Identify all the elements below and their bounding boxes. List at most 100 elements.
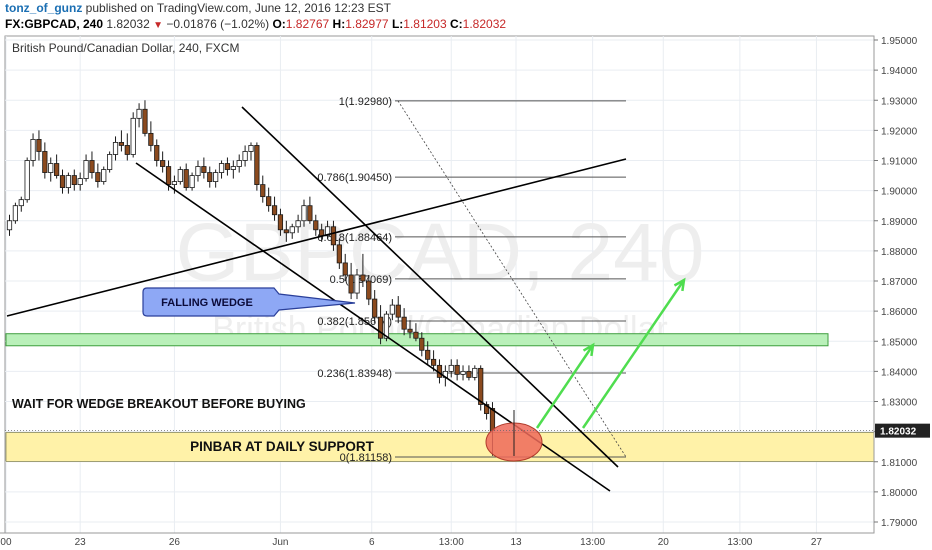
fib-label: 1(1.92980) [339, 96, 392, 108]
candle [460, 370, 466, 375]
close-value: 1.82032 [462, 17, 507, 31]
candle [407, 328, 413, 333]
candle [430, 358, 437, 366]
candle [207, 172, 213, 182]
y-tick-label: 1.83000 [881, 398, 918, 409]
candle [201, 166, 207, 173]
author-link[interactable]: tonz_of_gunz [5, 1, 83, 15]
candle [48, 163, 54, 173]
wedge-upper-line [241, 106, 619, 468]
candle [395, 304, 401, 318]
candle [148, 132, 154, 146]
candle [336, 244, 342, 264]
candle [301, 205, 307, 222]
candle [65, 175, 71, 189]
fib-label: 0.236(1.83948) [317, 368, 392, 380]
x-tick-label: 23 [75, 537, 87, 548]
low-label: L: [391, 17, 404, 31]
close-label: C: [450, 17, 463, 31]
y-tick-label: 1.81000 [881, 458, 918, 469]
falling-wedge-label: FALLING WEDGE [161, 297, 253, 309]
candle [413, 331, 419, 339]
y-tick-label: 1.94000 [881, 66, 918, 77]
breakout-arrow-short [535, 342, 595, 429]
candle [389, 304, 395, 315]
candle [242, 151, 248, 161]
candle [248, 145, 254, 152]
candle [266, 196, 272, 207]
arrow-shaft [581, 279, 686, 429]
price-axis [874, 36, 932, 533]
candle [12, 205, 18, 222]
fib-label: 0(1.81158) [340, 452, 392, 464]
candle [30, 139, 36, 161]
x-tick-label: 6 [369, 537, 375, 548]
candle [295, 220, 301, 228]
arrow-shaft [535, 344, 595, 429]
y-tick-label: 1.90000 [881, 187, 918, 198]
candle [130, 117, 136, 155]
symbol-label: FX:GBPCAD, 240 [5, 17, 104, 31]
candle [54, 163, 60, 176]
candle [224, 163, 231, 170]
candle [307, 205, 313, 222]
candle [230, 166, 236, 170]
down-triangle-icon: ▼ [153, 20, 164, 31]
candle [183, 169, 189, 189]
pinbar-text: PINBAR AT DAILY SUPPORT [190, 439, 375, 454]
candle [36, 139, 42, 152]
candle [313, 220, 319, 231]
candle [372, 298, 378, 318]
y-tick-label: 1.93000 [881, 96, 918, 107]
x-tick-label: 13:00 [580, 537, 605, 548]
current-price-label: 1.82032 [880, 427, 917, 438]
candle [260, 184, 266, 198]
x-tick-label: 13 [510, 537, 522, 548]
candle [348, 274, 354, 294]
candle [366, 280, 372, 300]
arrow-head [673, 277, 686, 292]
high-label: H: [332, 17, 346, 31]
y-tick-label: 1.85000 [881, 337, 918, 348]
candle [154, 145, 160, 161]
low-value: 1.81203 [403, 17, 447, 31]
candle [95, 172, 101, 182]
candle [218, 163, 225, 173]
y-tick-label: 1.87000 [881, 277, 918, 288]
candle [319, 229, 325, 237]
candle [6, 220, 13, 231]
candle [136, 108, 142, 119]
x-tick-label: 13:00 [439, 537, 464, 548]
last-price: 1.82032 [106, 17, 150, 31]
rising-trend-line [6, 158, 627, 317]
fib-label: 0.382(1.85674) [317, 316, 392, 328]
falling-wedge-callout [142, 287, 356, 317]
chart-title: British Pound/Canadian Dollar, 240, FXCM [12, 41, 239, 55]
candle [483, 404, 490, 414]
watermark-symbol: GBPCAD, 240 [176, 207, 705, 298]
candle [466, 370, 472, 378]
candle [330, 226, 337, 246]
price-chart[interactable]: GBPCAD, 240 British Pound/Canadian Dollar… [0, 34, 932, 550]
y-tick-label: 1.80000 [881, 488, 918, 499]
ohlc-bar: FX:GBPCAD, 240 1.82032 ▼ −0.01876 (−1.02… [5, 17, 506, 31]
candle [478, 367, 484, 405]
x-tick-label: 20 [658, 537, 670, 548]
y-tick-label: 1.91000 [881, 157, 918, 168]
candle [419, 337, 425, 351]
publish-info: tonz_of_gunz published on TradingView.co… [5, 1, 391, 15]
candle [101, 169, 107, 182]
x-tick-label: 26 [169, 537, 181, 548]
x-tick-label: 00 [0, 537, 12, 548]
candle [118, 142, 125, 146]
candle [254, 145, 260, 185]
candle [342, 262, 348, 276]
y-tick-label: 1.89000 [881, 217, 918, 228]
y-tick-label: 1.86000 [881, 307, 918, 318]
candle [213, 172, 219, 182]
x-tick-label: 13:00 [727, 537, 752, 548]
y-tick-label: 1.84000 [881, 367, 918, 378]
candle [454, 364, 460, 375]
candle [472, 367, 478, 378]
candle [189, 175, 195, 189]
